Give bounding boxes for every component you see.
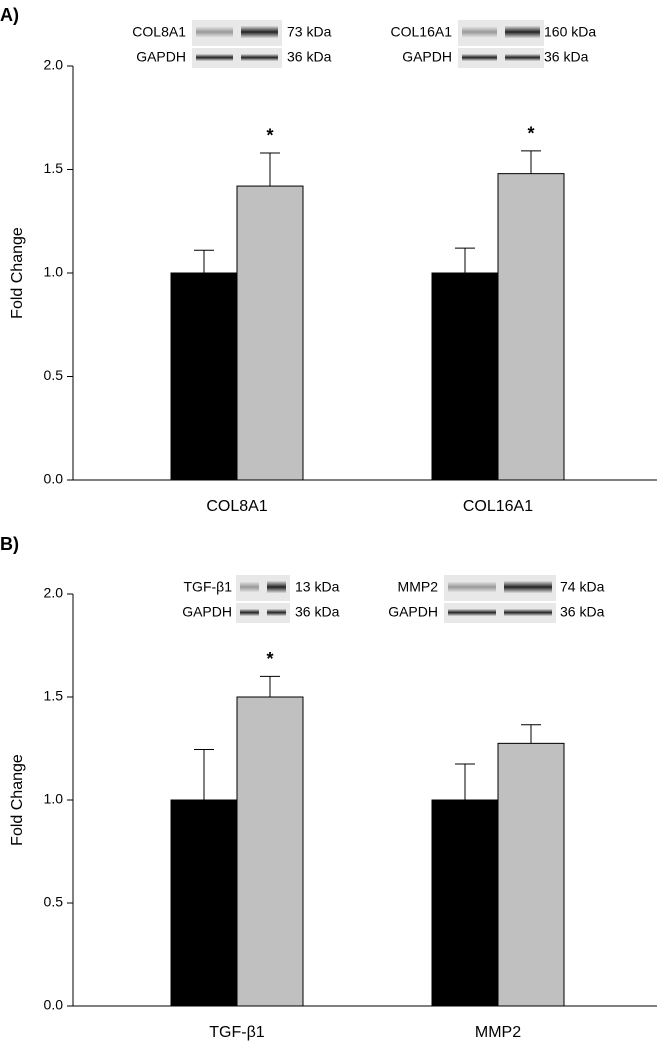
blot-band: [448, 609, 496, 616]
y-tick-label: 1.0: [44, 791, 64, 807]
error-bar: [521, 150, 541, 174]
panel-label: B): [0, 534, 19, 554]
y-tick-label: 1.0: [44, 264, 64, 280]
panel-label: A): [0, 5, 19, 25]
significance-marker: *: [527, 124, 534, 144]
y-tick-label: 0.5: [44, 894, 64, 910]
bar: [170, 272, 238, 481]
bar: [236, 696, 304, 1007]
blot-control: GAPDH: [136, 49, 186, 65]
blot-protein: TGF-β1: [184, 579, 233, 595]
x-tick-label: COL16A1: [463, 498, 533, 515]
blot-image: [236, 603, 290, 623]
blot-image: [192, 48, 282, 68]
significance-marker: *: [266, 126, 273, 146]
blot-control-kda: 36 kDa: [287, 49, 332, 65]
x-tick-label: TGF-β1: [209, 1024, 265, 1041]
bar: [497, 173, 565, 481]
blot-band: [267, 581, 286, 593]
y-tick-label: 2.0: [44, 585, 64, 601]
blot-band: [267, 609, 286, 616]
blot-protein: COL16A1: [391, 24, 453, 40]
blot-band: [196, 26, 233, 38]
blot-band: [241, 54, 278, 61]
bar: [236, 185, 304, 481]
blot-protein-kda: 73 kDa: [287, 24, 332, 40]
error-bar: [260, 675, 280, 697]
y-tick-label: 0.0: [44, 471, 64, 487]
y-tick-label: 2.0: [44, 57, 64, 73]
x-tick-label: COL8A1: [206, 498, 267, 515]
blot-band: [462, 26, 497, 38]
error-bar: [194, 249, 214, 273]
blot-protein-kda: 160 kDa: [544, 24, 596, 40]
blot-band: [196, 54, 233, 61]
blot-band: [448, 581, 496, 593]
blot-protein-kda: 13 kDa: [295, 579, 340, 595]
significance-marker: *: [266, 649, 273, 669]
blot-band: [504, 609, 552, 616]
blot-band: [504, 581, 552, 593]
y-axis-label: Fold Change: [9, 227, 26, 319]
blot-band: [505, 54, 540, 61]
y-tick-label: 1.5: [44, 160, 64, 176]
blot-protein: MMP2: [398, 579, 439, 595]
blot-control: GAPDH: [388, 604, 438, 620]
blot-image: [444, 603, 556, 623]
error-bar: [521, 724, 541, 744]
bar: [431, 272, 499, 481]
error-bar: [260, 152, 280, 187]
blot-band: [240, 581, 259, 593]
x-tick-label: MMP2: [475, 1024, 521, 1041]
y-tick-label: 0.0: [44, 997, 64, 1013]
error-bar: [455, 763, 475, 800]
blot-band: [241, 26, 278, 38]
blot-control-kda: 36 kDa: [544, 49, 589, 65]
error-bar: [194, 749, 214, 800]
error-bar: [455, 247, 475, 273]
blot-protein: COL8A1: [132, 24, 186, 40]
blot-protein-kda: 74 kDa: [560, 579, 605, 595]
blot-band: [240, 609, 259, 616]
blot-band: [505, 26, 540, 38]
bar: [497, 742, 565, 1007]
bar: [431, 799, 499, 1007]
blot-control-kda: 36 kDa: [295, 604, 340, 620]
blot-band: [462, 54, 497, 61]
blot-control-kda: 36 kDa: [560, 604, 605, 620]
bar: [170, 799, 238, 1007]
blot-control: GAPDH: [402, 49, 452, 65]
blot-image: [458, 48, 544, 68]
y-axis-label: Fold Change: [9, 754, 26, 846]
y-tick-label: 0.5: [44, 367, 64, 383]
y-tick-label: 1.5: [44, 688, 64, 704]
blot-control: GAPDH: [182, 604, 232, 620]
